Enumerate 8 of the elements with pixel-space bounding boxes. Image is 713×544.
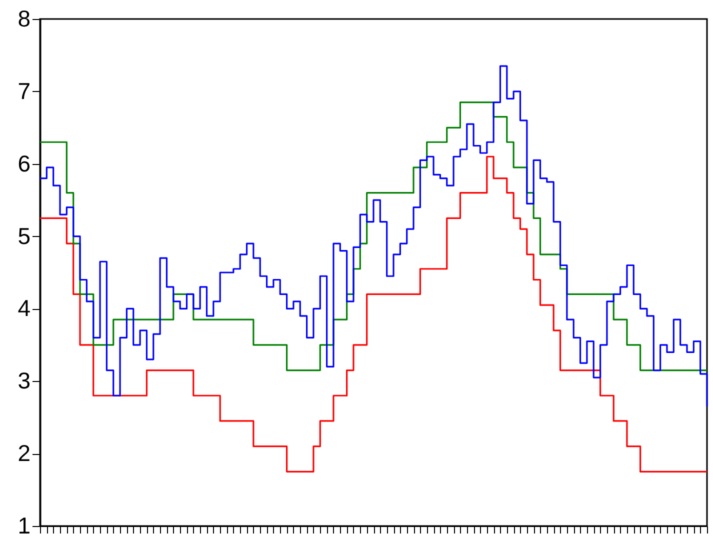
y-tick-label: 8 [18,6,30,32]
y-tick-label: 6 [18,150,30,176]
y-tick-label: 4 [18,295,31,322]
y-tick-label: 7 [18,78,30,104]
y-tick-label: 3 [18,368,30,394]
y-tick-label: 1 [18,512,30,538]
y-tick-label: 5 [18,222,30,249]
y-tick-label: 2 [18,440,30,466]
